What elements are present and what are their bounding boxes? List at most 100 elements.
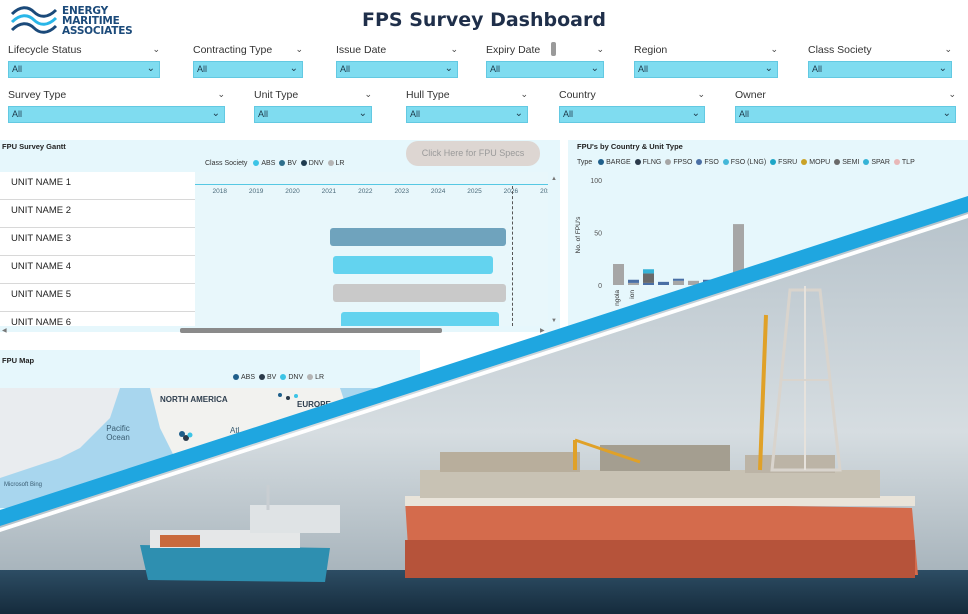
legend-dot-icon [300,160,307,166]
region-filter[interactable]: Region ⌄ All ⌄ [634,44,778,78]
bar-legend-label: TLP [901,159,915,166]
unit-row[interactable]: UNIT NAME 3 [0,228,195,256]
gantt-horizontal-scrollbar[interactable] [180,328,442,333]
country-filter[interactable]: Country ⌄ All ⌄ [559,89,705,123]
bar-legend-item[interactable]: FSO (LNG) [722,159,766,166]
fpu-specs-button[interactable]: Click Here for FPU Specs [406,141,540,166]
year-tick-label: 2025 [467,188,482,195]
chevron-down-icon[interactable]: ⌄ [590,63,599,74]
survey-type-filter[interactable]: Survey Type ⌄ All ⌄ [8,89,225,123]
expiry-date-filter-label: Expiry Date [486,44,541,56]
chevron-down-icon[interactable]: ⌄ [514,108,523,119]
y-axis-label: No. of FPU's [575,216,582,253]
year-tick-label: 2020 [285,188,300,195]
unit-type-filter[interactable]: Unit Type ⌄ All ⌄ [254,89,372,123]
survey-type-dropdown[interactable]: All ⌄ [8,106,225,123]
bar-legend-item[interactable]: FLNG [634,159,661,166]
unit-row[interactable]: UNIT NAME 1 [0,172,195,200]
gantt-legend-item[interactable]: DNV [300,160,324,167]
chevron-down-icon[interactable]: ⌄ [944,44,952,54]
issue-date-filter[interactable]: Issue Date ⌄ All ⌄ [336,44,458,78]
chevron-down-icon[interactable]: ⌄ [217,89,225,99]
chevron-down-icon[interactable]: ⌄ [948,89,956,99]
x-tick-label: ngola [614,290,621,306]
chevron-down-icon[interactable]: ⌄ [152,44,160,54]
gantt-survey-bar[interactable] [340,312,499,326]
gantt-vertical-scrollbar[interactable] [551,42,556,56]
legend-dot-icon [598,159,605,165]
scroll-down-arrow[interactable]: ▼ [551,318,557,324]
chevron-down-icon[interactable]: ⌄ [770,44,778,54]
bar-legend-item[interactable]: FPSO [665,159,692,166]
owner-dropdown[interactable]: All ⌄ [735,106,956,123]
class-society-dropdown[interactable]: All ⌄ [808,61,952,78]
scroll-left-arrow[interactable]: ◀ [2,328,7,334]
chevron-down-icon[interactable]: ⌄ [764,63,773,74]
unit-row[interactable]: UNIT NAME 2 [0,200,195,228]
chevron-down-icon[interactable]: ⌄ [450,44,458,54]
gantt-legend-item[interactable]: BV [279,160,297,167]
legend-dot-icon [233,374,239,380]
bar-legend-item[interactable]: TLP [893,159,915,166]
map-legend-item[interactable]: LR [307,374,324,381]
chevron-down-icon[interactable]: ⌄ [697,89,705,99]
expiry-date-selected-value: All [490,64,501,74]
legend-dot-icon [307,374,314,380]
lifecycle-status-selected-value: All [12,64,23,74]
chevron-down-icon[interactable]: ⌄ [520,89,528,99]
expiry-date-dropdown[interactable]: All ⌄ [486,61,604,78]
chevron-down-icon[interactable]: ⌄ [691,108,700,119]
map-legend-item[interactable]: DNV [280,374,303,381]
chevron-down-icon[interactable]: ⌄ [938,63,947,74]
chevron-down-icon[interactable]: ⌄ [146,63,155,74]
bar-segment [703,279,714,285]
gantt-panel: FPU Survey Gantt Class Society ABS BV DNV L… [0,140,560,332]
issue-date-dropdown[interactable]: All ⌄ [336,61,458,78]
gantt-survey-bar[interactable] [333,256,494,274]
class-society-filter[interactable]: Class Society ⌄ All ⌄ [808,44,952,78]
lifecycle-status-dropdown[interactable]: All ⌄ [8,61,160,78]
expiry-date-filter[interactable]: Expiry Date ⌄ All ⌄ [486,44,604,78]
gantt-legend-item[interactable]: ABS [253,160,275,167]
map-markers [179,393,298,441]
chevron-down-icon[interactable]: ⌄ [444,63,453,74]
bar-legend-item[interactable]: BARGE [598,159,631,166]
unit-row[interactable]: UNIT NAME 4 [0,256,195,284]
lifecycle-status-filter[interactable]: Lifecycle Status ⌄ All ⌄ [8,44,160,78]
company-logo: ENERGY MARITIME ASSOCIATES [10,4,150,40]
hull-type-dropdown[interactable]: All ⌄ [406,106,528,123]
chevron-down-icon[interactable]: ⌄ [295,44,303,54]
gantt-survey-bar[interactable] [333,284,507,302]
chevron-down-icon[interactable]: ⌄ [596,44,604,54]
contracting-type-dropdown[interactable]: All ⌄ [193,61,303,78]
fpu-map[interactable]: NORTH AMERICA EUROPE Pacific Ocean Atl M… [0,388,420,508]
unit-row[interactable]: UNIT NAME 6 [0,312,195,326]
map-legend-item[interactable]: ABS [233,374,255,381]
chevron-down-icon[interactable]: ⌄ [289,63,298,74]
hull-type-selected-value: All [410,109,421,119]
scroll-right-arrow[interactable]: ▶ [540,328,545,334]
bar-legend-item[interactable]: FSRU [770,159,797,166]
hull-type-filter[interactable]: Hull Type ⌄ All ⌄ [406,89,528,123]
chevron-down-icon[interactable]: ⌄ [942,108,951,119]
gantt-survey-bar[interactable] [329,228,507,246]
chevron-down-icon[interactable]: ⌄ [211,108,220,119]
bar-legend-item[interactable]: SEMI [834,159,859,166]
bar-legend-item[interactable]: FSO [696,159,719,166]
gantt-legend-item[interactable]: LR [327,160,344,167]
chevron-down-icon[interactable]: ⌄ [364,89,372,99]
map-legend-item[interactable]: BV [259,374,276,381]
bar-segment [643,282,654,285]
unit-row[interactable]: UNIT NAME 5 [0,284,195,312]
legend-dot-icon [259,374,266,380]
scroll-up-arrow[interactable]: ▲ [551,176,557,182]
bar-legend-item[interactable]: SPAR [863,159,890,166]
chevron-down-icon[interactable]: ⌄ [358,108,367,119]
bar-chart-title: FPU's by Country & Unit Type [577,142,683,151]
country-dropdown[interactable]: All ⌄ [559,106,705,123]
bar-legend-item[interactable]: MOPU [801,159,830,166]
unit-type-dropdown[interactable]: All ⌄ [254,106,372,123]
region-dropdown[interactable]: All ⌄ [634,61,778,78]
contracting-type-filter[interactable]: Contracting Type ⌄ All ⌄ [193,44,303,78]
owner-filter[interactable]: Owner ⌄ All ⌄ [735,89,956,123]
